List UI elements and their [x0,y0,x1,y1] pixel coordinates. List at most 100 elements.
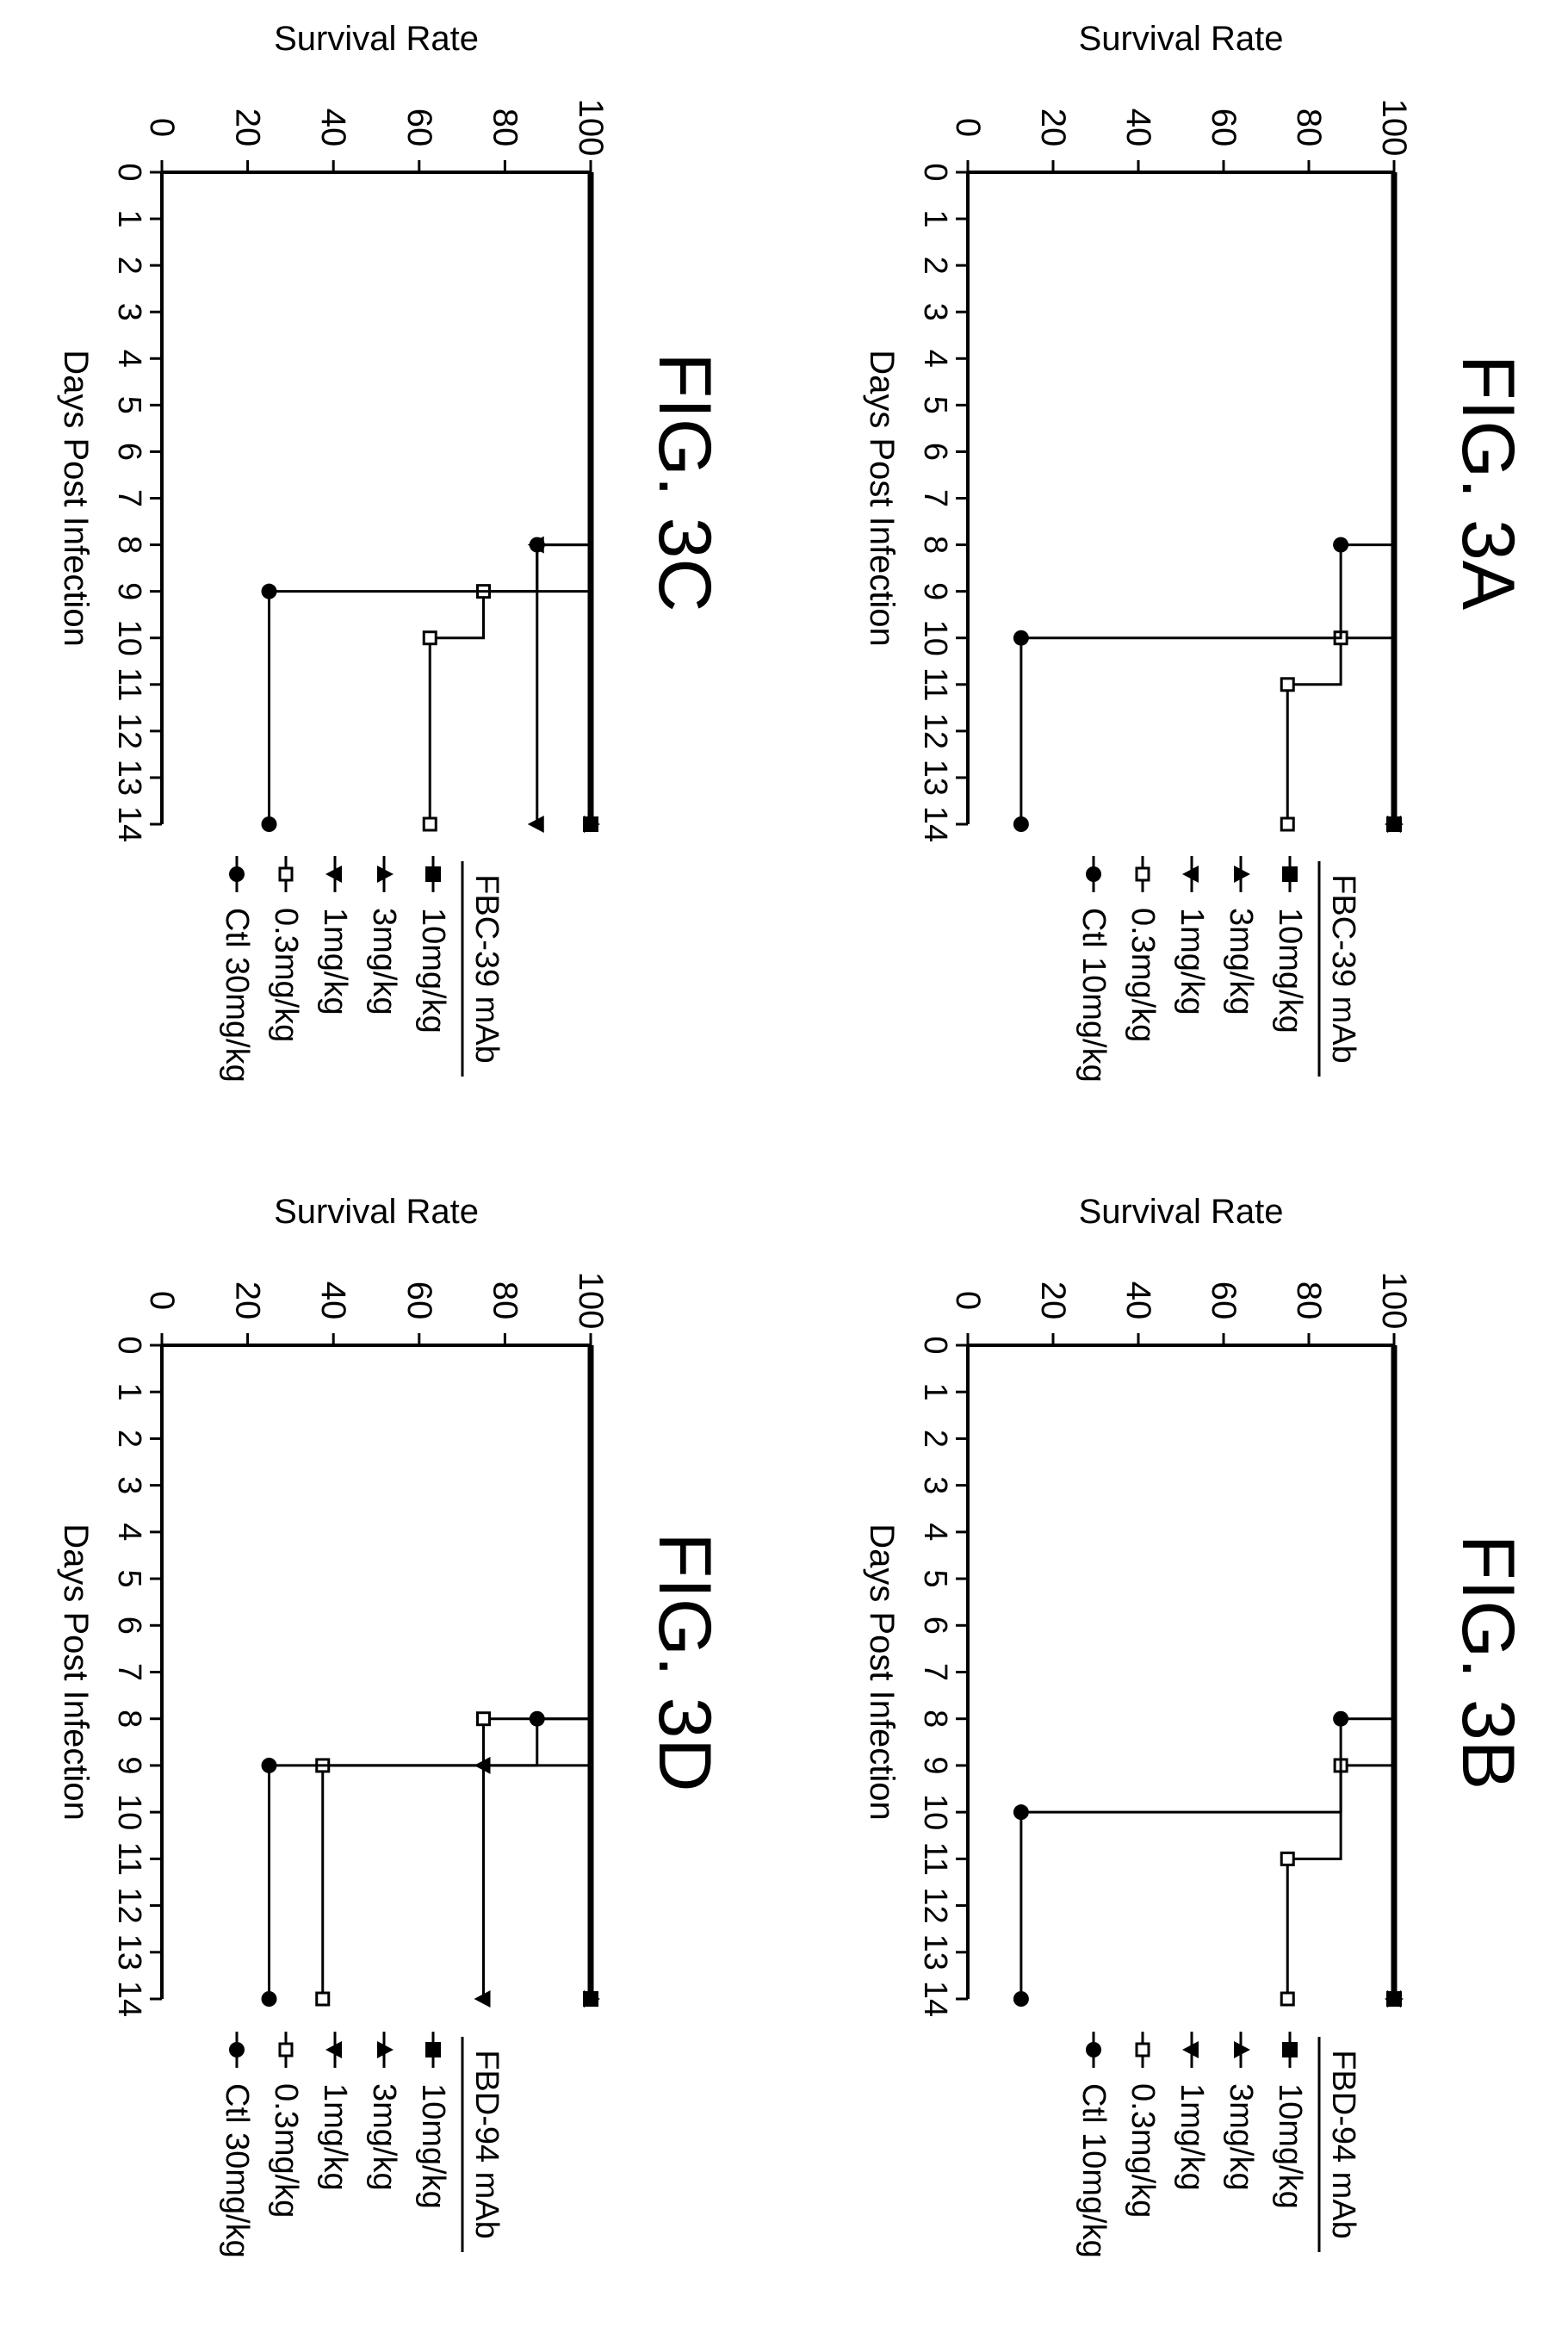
figure-label: FIG. 3D [643,1532,726,1791]
x-tick-label: 0 [917,163,953,181]
data-point [315,1991,331,2007]
data-point [1280,1851,1295,1866]
x-tick-label: 2 [917,1430,953,1448]
x-tick-label: 11 [111,1842,147,1876]
x-tick-label: 10 [111,620,147,656]
x-tick-label: 11 [917,1842,953,1876]
legend-label: 10mg/kg [1272,908,1308,1033]
legend-marker [229,2042,245,2057]
legend-marker [278,2042,294,2057]
series-line [1286,172,1396,824]
x-tick-label: 5 [111,1570,147,1588]
x-tick-label: 3 [917,303,953,321]
x-tick-label: 0 [917,1336,953,1354]
y-tick-label: 40 [314,109,352,147]
x-tick-label: 14 [111,806,147,842]
y-tick-label: 80 [1290,1282,1328,1320]
y-tick-label: 80 [486,109,524,147]
y-tick-label: 0 [949,118,987,137]
y-tick-label: 80 [1290,109,1328,147]
figure-label: FIG. 3A [1447,355,1529,611]
legend-item: 3mg/kg [366,2032,402,2191]
x-tick-label: 7 [111,489,147,507]
legend-label: 10mg/kg [415,2083,451,2209]
data-point [529,537,545,553]
legend-item: Ctl 30mg/kg [219,856,255,1083]
x-tick-label: 7 [917,489,953,507]
legend-item: 0.3mg/kg [1125,856,1161,1042]
y-axis-title: Survival Rate [1079,20,1284,58]
y-tick-label: 60 [1205,1282,1243,1320]
legend-marker [1135,2042,1150,2057]
data-point [1280,1991,1295,2007]
legend-title: FBC-39 mAb [468,874,505,1064]
series-line [1020,172,1396,824]
data-point [584,816,600,833]
x-tick-label: 4 [111,350,147,368]
x-tick-label: 13 [917,1934,953,1971]
y-tick-label: 40 [1119,109,1157,147]
legend: FBD-94 mAb 10mg/kg 3mg/kg 1mg/kg 0.3mg/kg Ctl… [1075,2032,1361,2258]
y-tick-label: 40 [1119,1282,1157,1320]
legend-label: 0.3mg/kg [1125,2083,1161,2218]
figure-label: FIG. 3B [1447,1535,1529,1790]
x-tick-label: 2 [111,1430,147,1448]
y-axis-title: Survival Rate [274,20,479,58]
data-point [1280,677,1295,692]
legend-item: 1mg/kg [1174,2032,1210,2191]
x-tick-label: 6 [917,1617,953,1635]
series-line [268,172,592,824]
x-tick-label: 5 [917,396,953,414]
y-tick-label: 80 [486,1282,524,1320]
x-tick-label: 6 [917,443,953,461]
legend-item: 1mg/kg [317,856,353,1015]
data-point [1333,1710,1349,1727]
legend-label: Ctl 30mg/kg [219,908,255,1083]
series-line [536,172,592,824]
x-axis-title: Days Post Infection [863,1524,901,1821]
x-tick-label: 3 [917,1476,953,1494]
series-4 [261,1345,592,2007]
y-tick-label: 60 [1205,109,1243,147]
legend-item: 10mg/kg [415,856,451,1033]
series-line [321,1345,592,1999]
legend-item: 0.3mg/kg [1125,2032,1161,2218]
x-tick-label: 9 [917,582,953,600]
x-tick-label: 1 [917,210,953,228]
legend-marker [325,866,342,883]
legend-marker [229,866,245,882]
legend-item: 10mg/kg [1272,2032,1308,2209]
x-tick-label: 8 [111,536,147,554]
legend-label: Ctl 10mg/kg [1075,908,1112,1083]
y-tick-label: 100 [572,1272,610,1330]
data-point [529,1710,545,1727]
y-tick-label: 60 [400,109,438,147]
legend-title: FBD-94 mAb [1325,2050,1361,2239]
legend: FBD-94 mAb 10mg/kg 3mg/kg 1mg/kg 0.3mg/kg Ctl… [219,2032,505,2258]
legend-item: 0.3mg/kg [268,2032,304,2218]
x-tick-label: 13 [111,760,147,796]
x-tick-label: 9 [111,582,147,600]
x-tick-label: 9 [111,1756,147,1774]
x-tick-label: 9 [917,1756,953,1774]
data-point [1013,630,1029,646]
x-tick-label: 1 [917,1383,953,1401]
legend-title: FBD-94 mAb [468,2050,505,2239]
data-point [584,1990,600,2008]
data-point [1013,816,1029,832]
x-tick-label: 11 [917,667,953,701]
y-tick-label: 100 [572,99,610,157]
legend-label: 3mg/kg [366,908,402,1015]
x-tick-label: 8 [917,1710,953,1728]
x-tick-label: 10 [111,1794,147,1830]
legend-label: 3mg/kg [1223,908,1259,1015]
x-tick-label: 4 [917,1523,953,1541]
data-point [1385,1990,1401,2008]
legend-marker [1182,866,1199,883]
